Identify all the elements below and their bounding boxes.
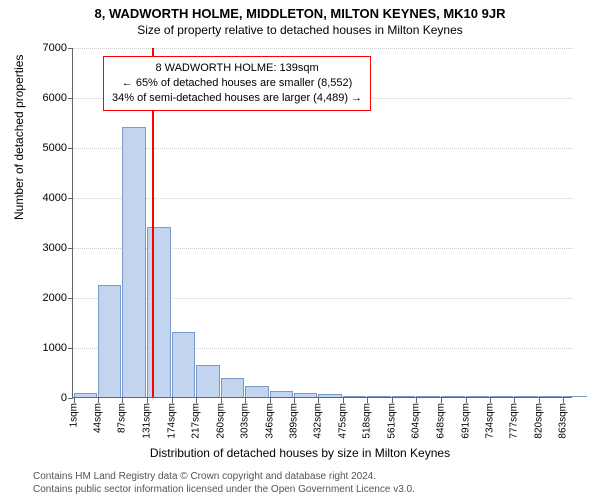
histogram-bar — [392, 396, 415, 397]
histogram-bar — [416, 396, 439, 397]
histogram-bar — [539, 396, 562, 397]
histogram-bar — [490, 396, 513, 397]
y-tick-label: 0 — [17, 392, 67, 404]
y-tick-mark — [68, 298, 73, 299]
y-tick-mark — [68, 98, 73, 99]
histogram-bar — [221, 378, 244, 397]
y-tick-mark — [68, 348, 73, 349]
x-tick-label: 734sqm — [485, 403, 496, 439]
x-tick-label: 389sqm — [289, 403, 300, 439]
x-tick-label: 691sqm — [460, 403, 471, 439]
y-tick-label: 1000 — [17, 342, 67, 354]
x-tick-label: 475sqm — [337, 403, 348, 439]
y-tick-mark — [68, 198, 73, 199]
histogram-bar — [147, 227, 170, 397]
histogram-bar — [294, 393, 317, 398]
histogram-bar — [466, 396, 489, 397]
x-tick-label: 303sqm — [240, 403, 251, 439]
footer-attribution: Contains HM Land Registry data © Crown c… — [33, 471, 415, 496]
x-tick-label: 648sqm — [436, 403, 447, 439]
x-axis-label: Distribution of detached houses by size … — [0, 446, 600, 460]
histogram-bar — [270, 391, 293, 398]
y-tick-label: 3000 — [17, 242, 67, 254]
footer-line1: Contains HM Land Registry data © Crown c… — [33, 471, 415, 484]
histogram-bar — [343, 396, 366, 397]
histogram-bar — [74, 393, 97, 398]
x-tick-label: 777sqm — [509, 403, 520, 439]
footer-line2: Contains public sector information licen… — [33, 484, 415, 497]
histogram-bar — [563, 396, 586, 397]
grid-line — [73, 48, 573, 49]
grid-line — [73, 148, 573, 149]
x-tick-label: 87sqm — [117, 403, 128, 433]
x-tick-label: 260sqm — [215, 403, 226, 439]
x-tick-label: 1sqm — [68, 403, 79, 427]
y-tick-mark — [68, 248, 73, 249]
y-tick-label: 6000 — [17, 92, 67, 104]
y-tick-label: 2000 — [17, 292, 67, 304]
histogram-bar — [441, 396, 464, 397]
title-subtitle: Size of property relative to detached ho… — [0, 21, 600, 37]
x-tick-label: 432sqm — [313, 403, 324, 439]
x-tick-label: 604sqm — [411, 403, 422, 439]
x-tick-label: 346sqm — [264, 403, 275, 439]
x-tick-label: 863sqm — [558, 403, 569, 439]
histogram-bar — [196, 365, 219, 398]
annotation-line3: 34% of semi-detached houses are larger (… — [112, 91, 362, 106]
x-tick-label: 561sqm — [386, 403, 397, 439]
annotation-line2: ← 65% of detached houses are smaller (8,… — [112, 76, 362, 91]
title-address: 8, WADWORTH HOLME, MIDDLETON, MILTON KEY… — [0, 0, 600, 21]
histogram-bar — [122, 127, 145, 397]
histogram-chart: 010002000300040005000600070008 WADWORTH … — [72, 48, 572, 398]
y-tick-label: 5000 — [17, 142, 67, 154]
y-tick-mark — [68, 48, 73, 49]
annotation-line1: 8 WADWORTH HOLME: 139sqm — [112, 61, 362, 76]
x-tick-label: 44sqm — [93, 403, 104, 433]
x-tick-label: 217sqm — [191, 403, 202, 439]
histogram-bar — [172, 332, 195, 397]
x-tick-label: 131sqm — [142, 403, 153, 439]
x-tick-label: 174sqm — [166, 403, 177, 439]
x-tick-label: 820sqm — [533, 403, 544, 439]
histogram-bar — [98, 285, 121, 398]
histogram-bar — [318, 394, 341, 397]
grid-line — [73, 198, 573, 199]
histogram-bar — [245, 386, 268, 397]
plot-region: 010002000300040005000600070008 WADWORTH … — [72, 48, 572, 398]
y-tick-mark — [68, 398, 73, 399]
histogram-bar — [514, 396, 537, 397]
y-tick-label: 4000 — [17, 192, 67, 204]
y-tick-label: 7000 — [17, 42, 67, 54]
x-tick-label: 518sqm — [362, 403, 373, 439]
y-tick-mark — [68, 148, 73, 149]
annotation-box: 8 WADWORTH HOLME: 139sqm← 65% of detache… — [103, 56, 371, 111]
histogram-bar — [367, 396, 390, 397]
